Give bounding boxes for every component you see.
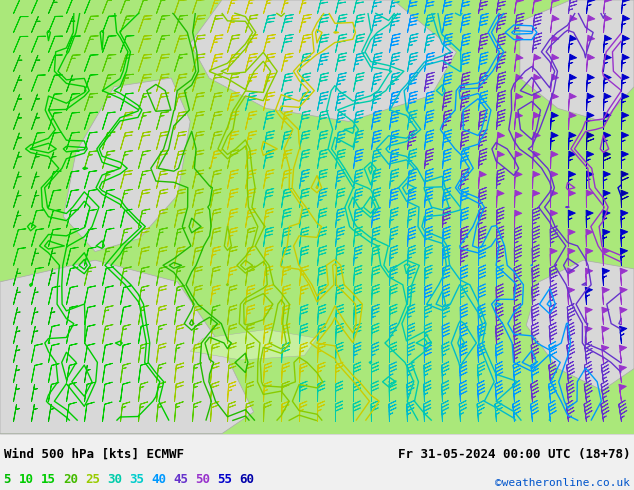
Text: 60: 60 [239, 473, 254, 486]
Text: 5: 5 [3, 473, 11, 486]
Polygon shape [0, 260, 254, 434]
Text: ©weatheronline.co.uk: ©weatheronline.co.uk [495, 478, 630, 488]
Text: 55: 55 [217, 473, 232, 486]
Text: 15: 15 [41, 473, 56, 486]
Text: 40: 40 [151, 473, 166, 486]
Polygon shape [0, 0, 634, 434]
Text: Wind 500 hPa [kts] ECMWF: Wind 500 hPa [kts] ECMWF [4, 448, 184, 461]
Text: 25: 25 [85, 473, 100, 486]
Polygon shape [520, 0, 634, 122]
Text: 35: 35 [129, 473, 144, 486]
Polygon shape [190, 330, 317, 360]
Text: 20: 20 [63, 473, 78, 486]
Text: 50: 50 [195, 473, 210, 486]
Text: 30: 30 [107, 473, 122, 486]
Polygon shape [190, 0, 456, 122]
Polygon shape [526, 260, 634, 390]
Text: 45: 45 [173, 473, 188, 486]
Text: 10: 10 [19, 473, 34, 486]
Polygon shape [63, 78, 190, 251]
Text: Fr 31-05-2024 00:00 UTC (18+78): Fr 31-05-2024 00:00 UTC (18+78) [398, 448, 630, 461]
